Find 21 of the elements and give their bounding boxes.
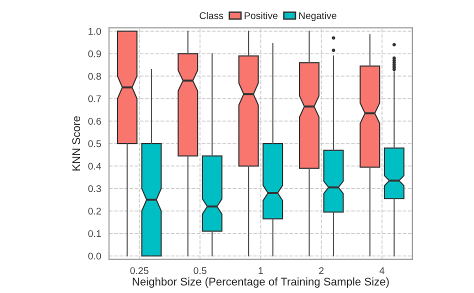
y-tick-label: 0.4: [88, 162, 102, 170]
y-tick-label: 0.0: [88, 252, 101, 260]
x-tick-label: 4: [380, 267, 384, 274]
y-tick-label: 0.6: [88, 118, 101, 125]
x-tick-label: 1: [258, 267, 263, 274]
y-tick-label: 0.5: [88, 140, 101, 148]
y-tick-label: 1.0: [88, 28, 101, 35]
legend-title: Class: [200, 12, 224, 20]
y-tick-label: 0.7: [88, 95, 101, 102]
y-tick-label: 0.1: [88, 230, 101, 238]
y-tick-label: 0.8: [88, 72, 101, 80]
x-tick-label: 2: [319, 267, 324, 274]
x-tick-label: 0.25: [130, 267, 148, 274]
x-tick-label: 0.5: [194, 267, 206, 274]
legend-label: Negative: [299, 12, 336, 22]
y-axis-title: KNN Score: [72, 116, 80, 170]
y-tick-label: 0.9: [88, 50, 101, 58]
y-tick-label: 0.2: [88, 208, 101, 215]
legend-label: Positive: [244, 12, 278, 20]
x-axis-title: Neighbor Size (Percentage of Training Sample Size): [132, 277, 389, 288]
y-tick-label: 0.3: [88, 185, 101, 192]
